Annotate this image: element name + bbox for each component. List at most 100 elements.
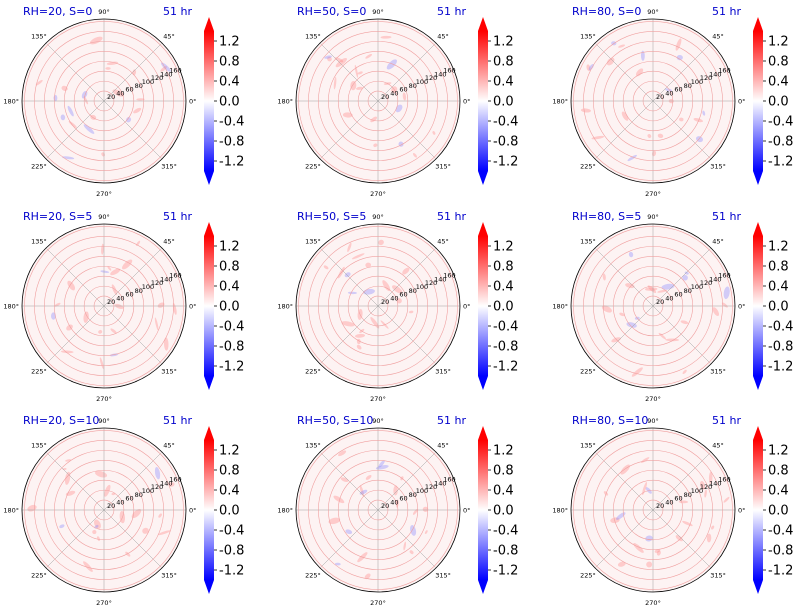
angular-gridline (45, 509, 105, 569)
angular-tick-label: 270° (96, 190, 112, 198)
angular-gridline (377, 247, 437, 307)
panel-title: RH=20, S=0 (23, 5, 92, 18)
angular-gridline (45, 100, 105, 160)
radial-tick-label: 40 (390, 498, 398, 506)
radial-gridline (298, 226, 458, 386)
angular-tick-label: 315° (435, 368, 451, 376)
angular-gridline (319, 42, 379, 102)
field-feature (359, 485, 365, 497)
field-feature (125, 551, 131, 557)
radial-tick-label: 160 (718, 272, 730, 280)
colorbar-extend-min (478, 171, 488, 185)
colorbar-tick-label: 1.2 (493, 444, 514, 459)
radial-gridline (642, 499, 664, 521)
angular-gridline (594, 247, 654, 307)
radial-tick-label: 40 (390, 89, 398, 97)
radial-gridline (63, 265, 145, 347)
radial-tick-label: 120 (425, 279, 437, 287)
field-feature (412, 508, 418, 515)
colorbar-tick-label: 0.4 (493, 75, 514, 90)
field-feature (693, 117, 704, 123)
angular-tick-label: 45° (712, 237, 724, 245)
angular-gridline (652, 247, 712, 307)
field-feature (112, 89, 124, 97)
radial-tick-label: 160 (169, 67, 181, 75)
field-feature (158, 513, 162, 518)
radial-tick-label: 60 (674, 86, 682, 94)
colorbar-tick-label: -1.2 (768, 360, 793, 375)
radial-tick-label: 80 (409, 82, 417, 90)
colorbar-tick-label: 0.0 (493, 95, 514, 110)
angular-tick-label: 225° (305, 368, 321, 376)
radial-tick-label: 20 (381, 298, 389, 306)
angular-tick-label: 225° (31, 368, 47, 376)
panel-title: RH=80, S=0 (572, 5, 641, 18)
angular-tick-label: 135° (580, 32, 596, 40)
field-feature (66, 324, 73, 331)
panel-title: RH=50, S=10 (297, 414, 373, 427)
radial-gridline (318, 246, 438, 366)
field-feature (712, 307, 720, 317)
field-feature (327, 56, 332, 62)
radial-tick-label: 20 (107, 502, 115, 510)
panel-time-label: 51 hr (437, 210, 466, 223)
field-feature (708, 471, 713, 485)
angular-tick-label: 90° (98, 213, 110, 221)
colorbar-body (753, 236, 763, 376)
field-feature (378, 460, 385, 468)
field-feature (628, 251, 634, 258)
field-feature (356, 344, 362, 350)
radial-gridline (357, 285, 399, 327)
polar-frame (21, 18, 187, 184)
field-feature (157, 530, 171, 536)
angular-gridline (319, 305, 379, 365)
radial-tick-label: 140 (434, 70, 446, 78)
radial-tick-label: 160 (718, 476, 730, 484)
radial-tick-label: 40 (665, 89, 673, 97)
angular-gridline (319, 247, 379, 307)
radial-tick-label: 60 (399, 291, 407, 299)
polar-frame (295, 223, 461, 389)
angular-gridline (103, 305, 163, 365)
field-feature (110, 268, 121, 276)
field-feature (657, 133, 664, 139)
field-feature (619, 312, 625, 317)
field-feature (602, 273, 606, 281)
radial-gridline (367, 90, 389, 112)
colorbar-extend-min (753, 171, 763, 185)
field-feature (611, 337, 622, 343)
colorbar-tick-label: -0.4 (768, 115, 793, 130)
field-feature (105, 67, 111, 70)
angular-tick-label: 225° (31, 163, 47, 171)
field-feature (356, 86, 364, 90)
radial-tick-label: 100 (416, 283, 428, 291)
angular-gridline (652, 305, 712, 365)
angular-gridline (652, 451, 712, 511)
field-feature (347, 291, 357, 295)
angular-tick-label: 225° (580, 368, 596, 376)
field-feature (110, 328, 117, 334)
angular-tick-label: 270° (645, 395, 661, 403)
field-feature (631, 367, 643, 377)
field-feature (591, 135, 605, 140)
radial-tick-label: 80 (135, 287, 143, 295)
angular-gridline (103, 247, 163, 307)
colorbar-tick-label: 0.4 (219, 75, 240, 90)
field-feature (347, 242, 352, 253)
angular-gridline (594, 305, 654, 365)
field-feature (93, 519, 101, 529)
radial-tick-label: 80 (684, 287, 692, 295)
colorbar-tick-label: -0.4 (493, 320, 518, 335)
radial-gridline (573, 430, 733, 590)
field-feature (675, 38, 682, 51)
field-feature (122, 259, 133, 270)
colorbar-tick-label: 0.8 (493, 55, 514, 70)
radial-gridline (83, 80, 125, 122)
angular-tick-label: 315° (710, 163, 726, 171)
angular-gridline (594, 42, 654, 102)
field-feature (67, 105, 74, 117)
radial-tick-label: 60 (125, 495, 133, 503)
field-feature (395, 499, 399, 508)
